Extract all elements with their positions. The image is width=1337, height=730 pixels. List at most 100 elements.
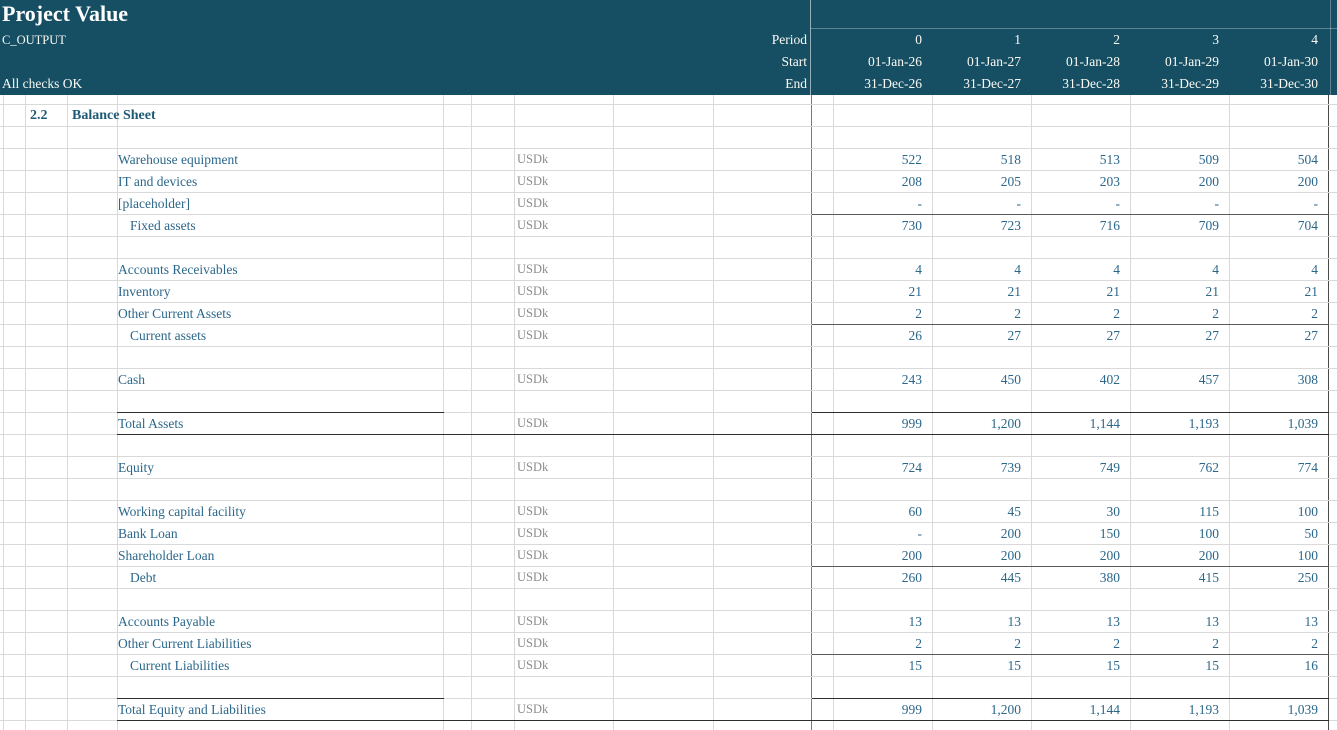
value-cell[interactable] xyxy=(1031,237,1130,258)
value-cell[interactable]: - xyxy=(1016,196,1022,211)
unit-cell[interactable]: USDk xyxy=(517,328,549,342)
value-cell[interactable]: 45 xyxy=(1007,504,1022,519)
value-cell[interactable]: 200 xyxy=(1198,548,1219,563)
value-cell[interactable]: 2 xyxy=(1311,636,1318,651)
value-cell[interactable]: 243 xyxy=(901,372,922,387)
value-cell[interactable] xyxy=(932,237,1031,258)
unit-cell[interactable]: USDk xyxy=(517,614,549,628)
value-cell[interactable] xyxy=(1031,677,1130,698)
value-cell[interactable]: 749 xyxy=(1099,460,1120,475)
value-cell[interactable]: 4 xyxy=(915,262,922,277)
value-cell[interactable]: 716 xyxy=(1099,218,1120,233)
value-cell[interactable]: 457 xyxy=(1198,372,1219,387)
value-cell[interactable]: 308 xyxy=(1297,372,1318,387)
end-date-cell[interactable]: 31-Dec-27 xyxy=(963,76,1021,91)
value-cell[interactable] xyxy=(1130,105,1229,126)
value-cell[interactable]: 4 xyxy=(1014,262,1021,277)
unit-cell[interactable]: USDk xyxy=(517,174,549,188)
value-cell[interactable]: 13 xyxy=(1106,614,1121,629)
value-cell[interactable] xyxy=(1130,127,1229,148)
row-label-cell[interactable]: Accounts Payable xyxy=(118,614,216,629)
value-cell[interactable]: 724 xyxy=(901,460,922,475)
period-column-header[interactable]: 3 01-Jan-29 31-Dec-29 xyxy=(1130,29,1229,95)
start-date-cell[interactable]: 01-Jan-28 xyxy=(1066,54,1120,69)
value-cell[interactable] xyxy=(1229,391,1328,412)
value-cell[interactable] xyxy=(1229,721,1328,730)
value-cell[interactable]: 2 xyxy=(1311,306,1318,321)
value-cell[interactable] xyxy=(1130,435,1229,456)
value-cell[interactable]: 2 xyxy=(1113,636,1120,651)
value-cell[interactable]: 13 xyxy=(1007,614,1022,629)
value-cell[interactable]: 27 xyxy=(1007,328,1022,343)
value-cell[interactable]: 450 xyxy=(1000,372,1021,387)
section-title-cell[interactable]: Balance Sheet xyxy=(72,108,156,123)
value-cell[interactable]: 1,144 xyxy=(1089,416,1120,431)
value-cell[interactable]: 21 xyxy=(1106,284,1121,299)
value-cell[interactable]: 704 xyxy=(1297,218,1318,233)
value-cell[interactable]: 203 xyxy=(1099,174,1120,189)
unit-cell[interactable]: USDk xyxy=(517,218,549,232)
start-date-cell[interactable]: 01-Jan-27 xyxy=(967,54,1021,69)
row-label-cell[interactable]: Current Liabilities xyxy=(130,658,230,673)
start-date-cell[interactable]: 01-Jan-30 xyxy=(1264,54,1318,69)
value-cell[interactable]: 518 xyxy=(1000,152,1021,167)
value-cell[interactable]: - xyxy=(1313,196,1319,211)
value-cell[interactable] xyxy=(1130,479,1229,500)
value-cell[interactable]: 100 xyxy=(1198,526,1219,541)
row-label-cell[interactable]: Equity xyxy=(118,460,154,475)
unit-cell[interactable]: USDk xyxy=(517,504,549,518)
value-cell[interactable]: - xyxy=(1214,196,1220,211)
value-cell[interactable] xyxy=(833,347,932,368)
value-cell[interactable]: 1,039 xyxy=(1287,702,1318,717)
value-cell[interactable]: 445 xyxy=(1000,570,1021,585)
value-cell[interactable]: 380 xyxy=(1099,570,1120,585)
value-cell[interactable] xyxy=(833,721,932,730)
value-cell[interactable]: 15 xyxy=(908,658,923,673)
value-cell[interactable] xyxy=(1031,721,1130,730)
value-cell[interactable]: 13 xyxy=(1205,614,1220,629)
value-cell[interactable]: 60 xyxy=(908,504,923,519)
unit-cell[interactable]: USDk xyxy=(517,262,549,276)
unit-cell[interactable]: USDk xyxy=(517,306,549,320)
value-cell[interactable]: 21 xyxy=(1205,284,1220,299)
value-cell[interactable]: - xyxy=(917,526,923,541)
value-cell[interactable]: - xyxy=(917,196,923,211)
value-cell[interactable] xyxy=(1229,105,1328,126)
value-cell[interactable] xyxy=(1031,435,1130,456)
value-cell[interactable]: 2 xyxy=(1113,306,1120,321)
unit-cell[interactable]: USDk xyxy=(517,526,549,540)
value-cell[interactable]: 2 xyxy=(915,306,922,321)
value-cell[interactable]: 150 xyxy=(1099,526,1120,541)
value-cell[interactable] xyxy=(1229,347,1328,368)
value-cell[interactable] xyxy=(833,391,932,412)
period-column-header[interactable]: 0 01-Jan-26 31-Dec-26 xyxy=(833,29,932,95)
value-cell[interactable]: 100 xyxy=(1297,504,1318,519)
value-cell[interactable]: 208 xyxy=(901,174,922,189)
start-label[interactable]: Start xyxy=(781,54,808,69)
value-cell[interactable] xyxy=(1031,105,1130,126)
value-cell[interactable] xyxy=(833,237,932,258)
value-cell[interactable]: 1,200 xyxy=(990,702,1021,717)
value-cell[interactable] xyxy=(833,127,932,148)
value-cell[interactable]: 504 xyxy=(1297,152,1318,167)
value-cell[interactable] xyxy=(1031,347,1130,368)
value-cell[interactable] xyxy=(1130,589,1229,610)
value-cell[interactable]: 205 xyxy=(1000,174,1021,189)
end-date-cell[interactable]: 31-Dec-29 xyxy=(1161,76,1219,91)
sheet-code-label[interactable]: C_OUTPUT xyxy=(2,33,66,47)
unit-cell[interactable]: USDk xyxy=(517,460,549,474)
value-cell[interactable]: 27 xyxy=(1304,328,1319,343)
value-cell[interactable] xyxy=(1229,589,1328,610)
value-cell[interactable] xyxy=(1130,347,1229,368)
value-cell[interactable]: 2 xyxy=(1212,306,1219,321)
period-column-header[interactable]: 1 01-Jan-27 31-Dec-27 xyxy=(932,29,1031,95)
value-cell[interactable]: 30 xyxy=(1106,504,1121,519)
value-cell[interactable]: 13 xyxy=(1304,614,1319,629)
value-cell[interactable]: 522 xyxy=(901,152,922,167)
value-cell[interactable] xyxy=(833,435,932,456)
value-cell[interactable] xyxy=(932,721,1031,730)
period-number-cell[interactable]: 4 xyxy=(1311,32,1318,47)
unit-cell[interactable]: USDk xyxy=(517,658,549,672)
value-cell[interactable]: 999 xyxy=(901,702,922,717)
value-cell[interactable] xyxy=(932,677,1031,698)
